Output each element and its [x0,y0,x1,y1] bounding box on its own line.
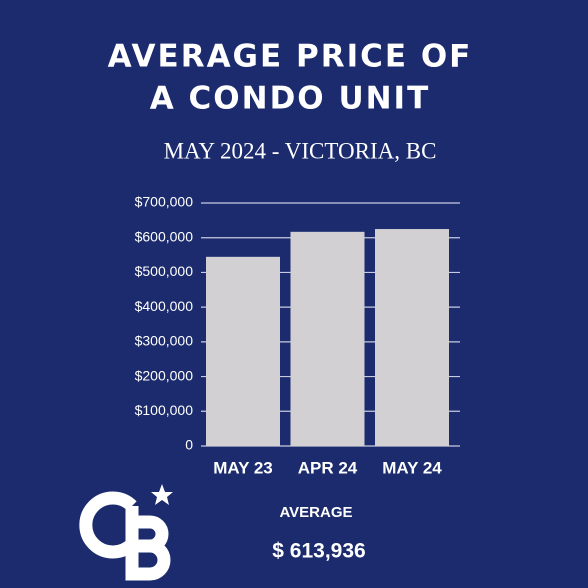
logo-c [79,491,137,559]
bar [206,256,280,446]
average-label: AVERAGE [279,504,352,521]
y-tick-label: 0 [185,437,193,453]
chart-subtitle: MAY 2024 - VICTORIA, BC [164,138,437,163]
y-tick-label: $500,000 [135,263,194,279]
y-tick-label: $700,000 [135,194,194,210]
average-value: $ 613,936 [272,540,365,563]
y-tick-label: $300,000 [135,333,194,349]
x-tick-label: MAY 23 [213,458,273,477]
bar [290,231,365,446]
logo-star [151,484,173,505]
y-tick-label: $400,000 [135,298,194,314]
y-tick-label: $600,000 [135,228,194,244]
y-tick-label: $100,000 [135,402,194,418]
bar [375,229,449,446]
logo [79,484,173,581]
y-tick-label: $200,000 [135,367,194,383]
chart-title: AVERAGE PRICE OF [108,39,473,75]
x-tick-label: APR 24 [298,458,358,477]
x-tick-label: MAY 24 [382,458,442,477]
logo-b [125,506,171,581]
chart-title: A CONDO UNIT [150,81,431,117]
